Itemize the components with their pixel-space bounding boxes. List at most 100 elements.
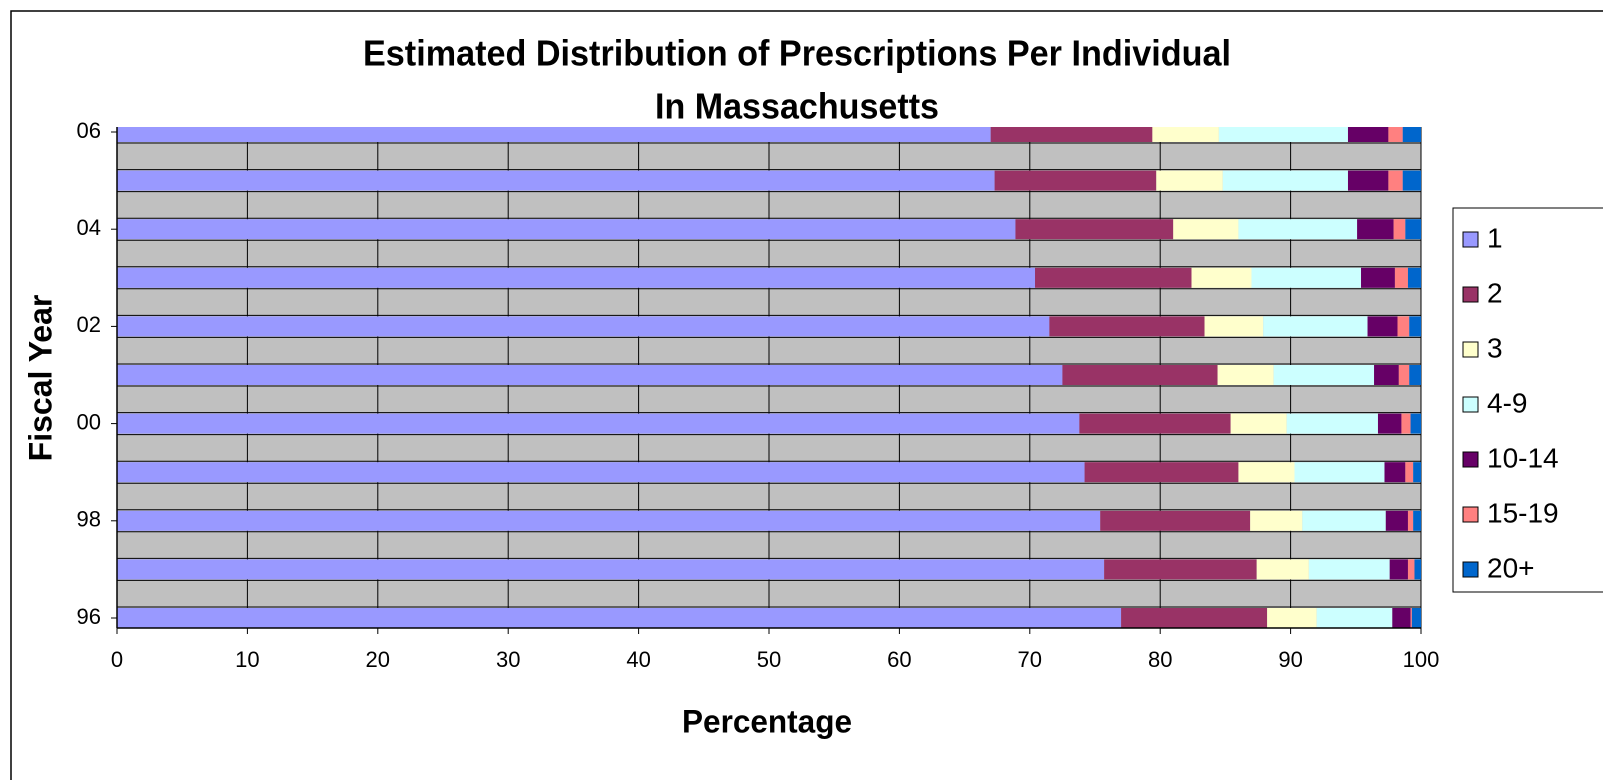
bar-segment [1367,316,1398,337]
bar-segment [1409,316,1421,337]
bar-segment [1397,316,1410,337]
y-tick-label: 00 [77,409,101,434]
y-tick-label: 02 [77,312,101,337]
bar-segment [117,219,1016,240]
bar-segment [1409,365,1421,385]
x-tick-label: 20 [366,647,390,672]
bar-segment [1238,219,1358,240]
bar-segment [1263,316,1368,337]
bar-segment [117,559,1105,580]
bar-segment [1267,608,1317,628]
legend-label: 4-9 [1487,387,1527,418]
bar-segment [1402,127,1421,142]
bar-segment [1374,365,1399,385]
bar-segment [1414,559,1421,580]
bar-segment [1413,462,1421,483]
bar-segment [1302,510,1386,531]
x-tick-label: 70 [1018,647,1042,672]
bar-segment [117,127,991,142]
legend-swatch [1462,231,1479,248]
bar-segment [1062,365,1218,385]
bar-segment [117,365,1063,385]
chart-title: Estimated Distribution of Prescriptions … [363,33,1231,74]
legend-label: 20+ [1487,552,1535,583]
bar-segment [1100,510,1251,531]
bar-segment [1357,219,1394,240]
bar-segment [1413,510,1421,531]
bar-segment [1405,462,1414,483]
legend-label: 1 [1487,222,1503,253]
bar-segment [1152,127,1219,142]
legend-label: 15-19 [1487,497,1559,528]
bar-segment [1347,170,1389,191]
bar-segment [1385,510,1408,531]
bar-segment [1407,559,1415,580]
bar-segment [1393,219,1406,240]
legend-label: 10-14 [1487,442,1559,473]
bar-segment [1394,267,1408,288]
bar-segment [117,170,995,191]
bar-segment [117,510,1101,531]
legend-swatch [1462,396,1479,413]
legend-label: 2 [1487,277,1503,308]
bar-segment [1084,462,1239,483]
bar-segment [1015,219,1174,240]
x-tick-label: 50 [757,647,781,672]
bar-segment [1256,559,1309,580]
bar-segment [1384,462,1406,483]
bar-segment [1308,559,1390,580]
y-axis-label: Fiscal Year [22,295,58,462]
bar-segment [117,462,1085,483]
bar-segment [1410,413,1421,434]
bar-segment [1230,413,1287,434]
bar-segment [117,608,1122,628]
bar-segment [1294,462,1385,483]
bar-segment [1377,413,1402,434]
y-tick-label: 04 [77,215,101,240]
bar-segment [1204,316,1264,337]
bar-segment [1173,219,1239,240]
bar-segment [1049,316,1205,337]
bar-segment [1222,170,1348,191]
bar-segment [1407,510,1414,531]
bar-segment [1104,559,1257,580]
bar-segment [1388,127,1403,142]
legend-swatch [1462,451,1479,468]
legend-swatch [1462,286,1479,303]
x-tick-label: 100 [1403,647,1440,672]
legend-label: 3 [1487,332,1503,363]
bar-segment [1402,170,1421,191]
bar-segment [1218,127,1348,142]
x-axis-label: Percentage [682,703,852,739]
bar-segment [1250,510,1303,531]
y-tick-label: 06 [77,118,101,143]
bar-segment [1238,462,1295,483]
bar-segment [1401,413,1411,434]
bar-segment [117,316,1050,337]
bar-segment [117,413,1080,434]
y-tick-label: 96 [77,604,101,629]
bar-segment [1121,608,1268,628]
bar-segment [1035,267,1192,288]
x-tick-label: 30 [496,647,520,672]
bar-segment [1217,365,1274,385]
bar-segment [1405,219,1421,240]
bar-segment [1079,413,1231,434]
x-tick-label: 80 [1148,647,1172,672]
legend-swatch [1462,341,1479,358]
bar-segment [117,267,1036,288]
bar-segment [1388,170,1403,191]
x-tick-label: 90 [1278,647,1302,672]
bar-segment [1398,365,1410,385]
legend-swatch [1462,561,1479,578]
bar-segment [1251,267,1362,288]
x-tick-label: 10 [235,647,259,672]
x-tick-label: 0 [111,647,123,672]
x-tick-label: 60 [887,647,911,672]
bar-segment [1347,127,1389,142]
bar-segment [1156,170,1223,191]
bar-segment [1273,365,1375,385]
chart-title: In Massachusetts [655,86,939,127]
